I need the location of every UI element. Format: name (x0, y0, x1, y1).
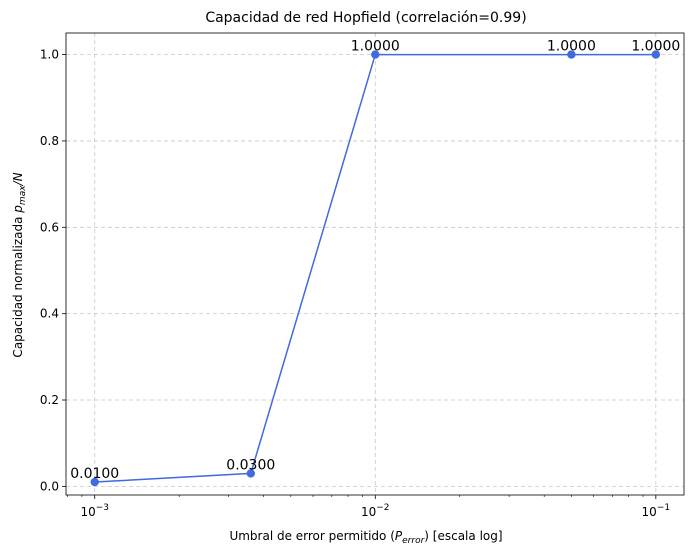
y-axis-label-suffix: /N (11, 172, 25, 186)
data-label: 1.0000 (351, 39, 400, 55)
data-label: 1.0000 (631, 39, 680, 55)
y-tick-label: 0.8 (40, 134, 59, 148)
series-layer (90, 50, 661, 487)
axes-layer: 0.0 0.2 0.4 0.6 0.8 1.0 10−3 10−2 10−1 (40, 48, 670, 519)
x-axis-label-sub: error (402, 536, 425, 546)
y-tick-label: 0.6 (40, 220, 59, 234)
data-point (651, 50, 661, 59)
y-axis-label: Capacidad normalizada pmax/N (11, 172, 28, 357)
data-point (90, 477, 99, 487)
data-label: 1.0000 (547, 39, 596, 55)
x-tick-label: 10−1 (642, 503, 671, 519)
x-axis-label: Umbral de error permitido (Perror) [esca… (229, 529, 502, 546)
data-label: 0.0300 (226, 457, 275, 473)
chart-title: Capacidad de red Hopfield (correlación=0… (205, 10, 526, 26)
x-axis-label-suffix: ) [escala log] (424, 529, 502, 543)
x-axis-label-prefix: Umbral de error permitido ( (229, 529, 394, 543)
data-point (246, 469, 255, 478)
x-tick-label: 10−2 (361, 503, 390, 519)
data-label: 0.0100 (70, 466, 119, 482)
y-axis-label-var: p (11, 205, 25, 214)
y-tick-label: 0.0 (40, 479, 59, 493)
y-tick-label: 0.2 (40, 393, 59, 407)
data-point (567, 50, 576, 59)
y-axis-label-sub: max (18, 185, 28, 205)
x-tick-label: 10−3 (80, 503, 109, 519)
y-tick-label: 1.0 (40, 48, 59, 62)
data-point (371, 50, 380, 59)
x-axis-label-var: P (395, 529, 403, 543)
y-tick-label: 0.4 (40, 307, 59, 321)
data-labels-layer: 0.0100 0.0300 1.0000 1.0000 1.0000 (70, 39, 680, 482)
y-axis-label-prefix: Capacidad normalizada (11, 213, 25, 358)
